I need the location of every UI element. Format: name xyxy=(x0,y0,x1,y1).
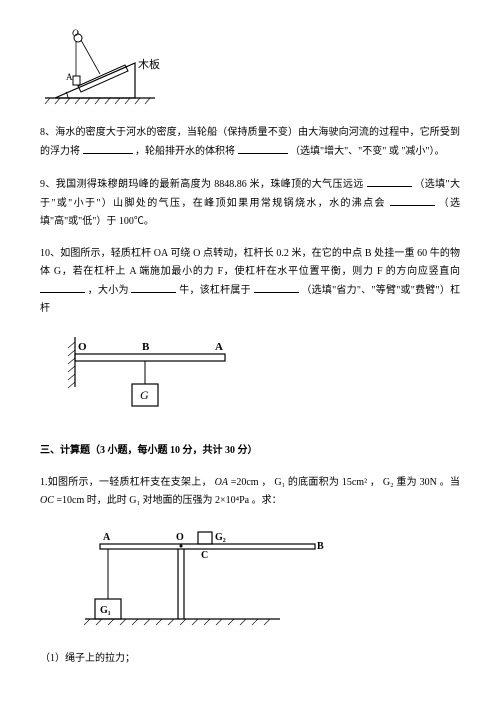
q31-text-c: 的底面积为 15cm² xyxy=(288,477,367,488)
fig1-label-a: A xyxy=(66,72,73,82)
q31-oa: OA =20cm xyxy=(215,477,259,488)
figure-lever-oba: O B A G xyxy=(60,332,460,422)
question-3-1: 1.如图所示，一轻质杠杆支在支架上， OA =20cm ， G₁ 的底面积为 1… xyxy=(40,474,460,510)
fig3-label-b: B xyxy=(317,541,324,552)
q10-text-b: ，大小为 xyxy=(88,285,129,296)
q8-text-c: （选填"增大"、"不变" 或 "减小"）。 xyxy=(290,146,445,157)
q9-text-a: 9、我国测得珠穆朗玛峰的最新高度为 8848.86 米，珠峰顶的大气压远远 xyxy=(40,179,364,190)
q31-text-g: 对地面的压强为 2×10⁴Pa 。求： xyxy=(142,495,281,506)
fig3-label-g1: G₁ xyxy=(100,605,111,616)
fig3-label-a: A xyxy=(103,532,111,543)
q10-blank-1 xyxy=(40,281,85,293)
figure-incline: A O 木板 xyxy=(40,28,460,108)
fig1-label-o: O xyxy=(72,28,79,38)
q31-g1: G₁ xyxy=(274,477,285,488)
sub-question-1: （1）绳子上的拉力； xyxy=(40,650,460,668)
fig2-label-g: G xyxy=(140,388,149,402)
q9-blank-1 xyxy=(367,175,412,187)
fig2-label-a: A xyxy=(215,341,223,353)
q31-g2: G₂ xyxy=(383,477,394,488)
q10-text-a: 10、如图所示，轻质杠杆 OA 可绕 O 点转动，杠杆长 0.2 米，在它的中点… xyxy=(40,248,460,277)
q9-blank-2 xyxy=(390,194,435,206)
fig2-label-b: B xyxy=(142,341,150,353)
q31-text-b: ， xyxy=(261,477,271,488)
question-10: 10、如图所示，轻质杠杆 OA 可绕 O 点转动，杠杆长 0.2 米，在它的中点… xyxy=(40,245,460,318)
figure-lever-stand: A O C B G₁ G₂ xyxy=(70,524,460,634)
question-8: 8、海水的密度大于河水的密度，当轮船（保持质量不变）由大海驶向河流的过程中，它所… xyxy=(40,124,460,161)
fig3-label-g2: G₂ xyxy=(215,532,226,543)
q10-blank-3 xyxy=(254,281,299,293)
question-9: 9、我国测得珠穆朗玛峰的最新高度为 8848.86 米，珠峰顶的大气压远远 （选… xyxy=(40,175,460,231)
sub1-text: （1）绳子上的拉力； xyxy=(40,653,135,664)
q31-text-d: ， xyxy=(370,477,380,488)
q10-text-c: 牛，该杠杆属于 xyxy=(179,285,251,296)
fig2-label-o: O xyxy=(78,341,87,353)
q10-blank-2 xyxy=(131,281,176,293)
fig3-label-o: O xyxy=(176,532,184,543)
fig3-label-c: C xyxy=(201,550,208,561)
q8-blank-2 xyxy=(238,142,288,154)
q8-text-b: ，轮船排开水的体积将 xyxy=(135,146,235,157)
q31-text-e: 重为 30N 。当 xyxy=(396,477,460,488)
q31-oc: OC =10cm xyxy=(40,495,84,506)
q31-g1b: G₁ xyxy=(129,495,140,506)
section-3-title: 三、计算题（3 小题，每小题 10 分，共计 30 分） xyxy=(40,442,460,460)
q31-text-f: 时，此时 xyxy=(87,495,130,506)
q31-text-a: 1.如图所示，一轻质杠杆支在支架上， xyxy=(40,477,212,488)
q8-blank-1 xyxy=(83,142,133,154)
fig1-label-wood: 木板 xyxy=(138,57,160,71)
